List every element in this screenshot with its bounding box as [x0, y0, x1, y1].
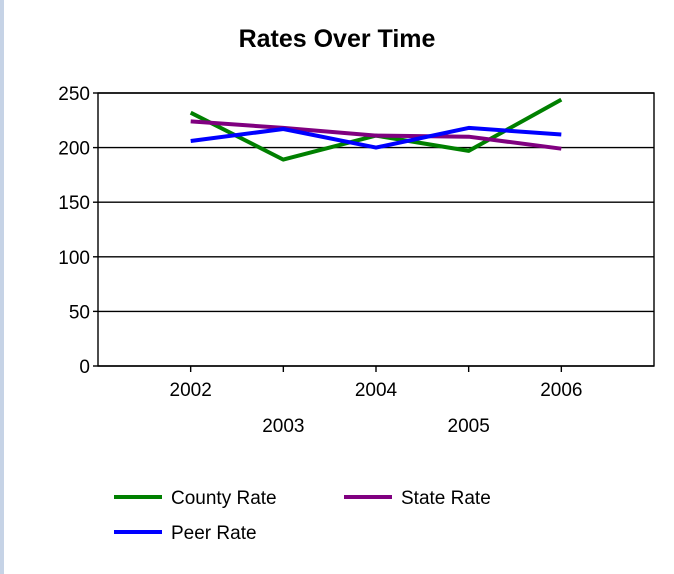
legend: County Rate State Rate Peer Rate: [114, 488, 491, 544]
x-tick-label: 2003: [262, 416, 304, 437]
y-tick-label: 0: [79, 357, 90, 378]
x-tick-label: 2006: [540, 380, 582, 401]
left-border: [0, 0, 4, 574]
y-tick-label: 150: [58, 193, 90, 214]
x-tick-label: 2004: [355, 380, 398, 401]
legend-label: County Rate: [171, 488, 277, 509]
y-tick-label: 50: [69, 302, 90, 323]
y-tick-label: 100: [58, 248, 90, 269]
chart-title: Rates Over Time: [239, 25, 436, 53]
legend-label: Peer Rate: [171, 523, 257, 544]
legend-label: State Rate: [401, 488, 491, 509]
series: [189, 97, 563, 162]
y-tick-label: 200: [58, 139, 90, 160]
y-tick-label: 250: [58, 84, 90, 105]
x-tick-label: 2005: [448, 416, 490, 437]
series-line-peer-rate: [190, 125, 562, 150]
axes: 0 50 100 150 200 250 2002 2003 2004 2005 2006: [58, 84, 655, 437]
x-tick-label: 2002: [170, 380, 212, 401]
